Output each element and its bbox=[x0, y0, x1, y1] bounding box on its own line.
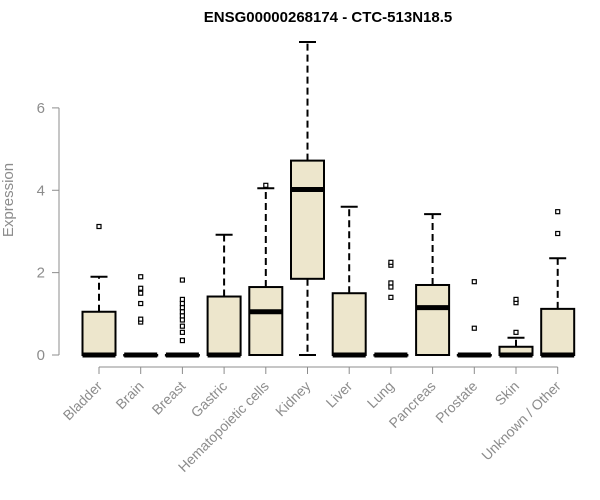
box-brain bbox=[123, 274, 159, 358]
box-bladder bbox=[81, 223, 117, 358]
box-unknown-other bbox=[540, 209, 576, 358]
outlier-point bbox=[179, 300, 185, 307]
outlier-point bbox=[179, 309, 185, 315]
outlier-point bbox=[138, 290, 144, 296]
outlier-point bbox=[263, 182, 269, 188]
y-tick-label: 4 bbox=[37, 182, 45, 199]
box-body bbox=[331, 292, 367, 357]
y-tick-label: 0 bbox=[37, 347, 45, 364]
outlier-point bbox=[513, 296, 519, 303]
outlier-point bbox=[555, 209, 561, 215]
box-body bbox=[248, 286, 284, 356]
box-body bbox=[540, 307, 576, 357]
outlier-point bbox=[388, 259, 394, 265]
outlier-point bbox=[179, 323, 185, 329]
x-tick-label: Skin bbox=[492, 378, 523, 409]
outlier-point bbox=[96, 223, 102, 230]
outlier-point bbox=[179, 305, 185, 311]
outlier-point bbox=[179, 317, 185, 323]
outlier-point bbox=[138, 316, 144, 322]
outlier-point bbox=[179, 296, 185, 303]
box-skin bbox=[498, 296, 534, 358]
y-axis-label: Expression bbox=[0, 163, 17, 237]
box-gastric bbox=[206, 233, 242, 358]
box-body bbox=[290, 159, 325, 280]
outlier-point bbox=[388, 294, 394, 300]
x-tick-label: Brain bbox=[112, 378, 146, 412]
chart-title: ENSG00000268174 - CTC-513N18.5 bbox=[204, 9, 452, 26]
outlier-point bbox=[471, 279, 477, 285]
box-body bbox=[415, 283, 451, 357]
y-tick-label: 2 bbox=[37, 265, 45, 282]
outlier-point bbox=[388, 280, 394, 286]
x-tick-label: Breast bbox=[149, 378, 189, 418]
x-tick-label: Unknown / Other bbox=[478, 378, 564, 464]
box-breast bbox=[164, 277, 200, 358]
box-hematopoietic-cells bbox=[248, 182, 284, 356]
outlier-point bbox=[388, 284, 394, 290]
outlier-point bbox=[179, 337, 185, 344]
outlier-point bbox=[138, 285, 144, 291]
box-body bbox=[81, 310, 117, 357]
outlier-point bbox=[555, 230, 561, 237]
box-prostate bbox=[456, 279, 492, 358]
box-liver bbox=[331, 205, 367, 358]
y-tick-label: 6 bbox=[37, 100, 45, 117]
outlier-point bbox=[138, 300, 144, 307]
box-body bbox=[206, 295, 242, 357]
x-tick-label: Bladder bbox=[60, 378, 106, 424]
box-group bbox=[81, 41, 576, 358]
box-lung bbox=[373, 259, 409, 358]
outlier-point bbox=[179, 329, 185, 335]
x-tick-label: Prostate bbox=[432, 378, 480, 426]
outlier-point bbox=[471, 325, 477, 331]
outlier-point bbox=[179, 277, 185, 283]
x-tick-label: Liver bbox=[323, 378, 356, 411]
box-pancreas bbox=[415, 213, 451, 357]
x-tick-label: Kidney bbox=[272, 378, 314, 420]
outlier-point bbox=[138, 274, 144, 280]
outlier-point bbox=[179, 313, 185, 319]
y-axis: 0 2 4 6 bbox=[37, 100, 60, 364]
x-tick-label: Lung bbox=[364, 378, 397, 411]
outlier-point bbox=[513, 329, 519, 335]
box-kidney bbox=[290, 41, 325, 356]
